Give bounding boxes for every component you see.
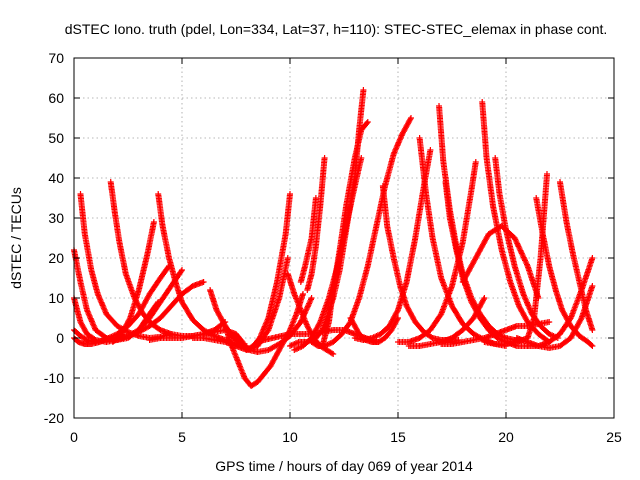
series-arc-19	[304, 155, 328, 293]
y-tick-label: 30	[48, 210, 64, 226]
series-arc-37	[524, 255, 596, 349]
x-tick-label: 20	[498, 429, 514, 445]
data-point-markers	[222, 291, 306, 389]
chart-title: dSTEC Iono. truth (pdel, Lon=334, Lat=37…	[65, 21, 608, 37]
plot-frame	[73, 57, 615, 419]
data-point-markers	[524, 255, 596, 349]
y-axis-label: dSTEC / TECUs	[8, 187, 24, 289]
data-point-markers	[297, 195, 319, 285]
x-tick-label: 15	[390, 429, 406, 445]
series-arc-18	[319, 119, 371, 349]
x-tick-label: 25	[606, 429, 622, 445]
data-point-markers	[319, 119, 371, 349]
x-tick-label: 0	[70, 429, 78, 445]
y-tick-label: 60	[48, 90, 64, 106]
data-point-markers	[109, 219, 157, 345]
series-arc-27	[395, 159, 479, 345]
series-arc-36	[557, 179, 596, 333]
y-tick-label: 20	[48, 250, 64, 266]
x-tick-label: 10	[282, 429, 298, 445]
y-tick-label: 0	[56, 330, 64, 346]
x-axis-label: GPS time / hours of day 069 of year 2014	[215, 458, 473, 474]
data-point-markers	[395, 159, 479, 345]
data-point-markers	[304, 155, 328, 293]
data-point-markers	[155, 191, 250, 349]
y-tick-label: 50	[48, 130, 64, 146]
y-tick-label: 70	[48, 50, 64, 66]
series-arc-8	[109, 219, 157, 345]
axis-ticks: 0 5 10 15 20 25 -20 -10 0 10 20 30 40 50 60 70	[44, 50, 622, 445]
series-arc-20	[297, 195, 319, 285]
y-tick-label: -20	[44, 410, 64, 426]
series-arc-31	[492, 155, 561, 341]
data-plot-area	[71, 87, 596, 389]
series-arc-12	[222, 291, 306, 389]
y-tick-label: 10	[48, 290, 64, 306]
y-tick-label: -10	[44, 370, 64, 386]
series-arc-33	[459, 223, 542, 301]
y-tick-label: 40	[48, 170, 64, 186]
data-point-markers	[557, 179, 596, 333]
data-point-markers	[459, 223, 542, 301]
x-tick-label: 5	[178, 429, 186, 445]
series-arc-7	[155, 191, 250, 349]
data-point-markers	[492, 155, 561, 341]
